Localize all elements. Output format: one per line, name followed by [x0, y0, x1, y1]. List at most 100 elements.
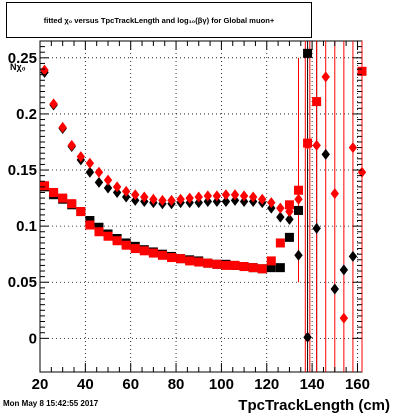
marker-diamond-red: [58, 121, 67, 133]
x-tick-label: 80: [168, 376, 185, 393]
error-bars: [298, 41, 363, 372]
marker-diamond-red: [357, 166, 367, 178]
x-axis-title: TpcTrackLength (cm): [238, 397, 390, 414]
y-axis-title: Nχ₀: [10, 62, 26, 72]
data-markers: [40, 48, 367, 343]
marker-square-red: [139, 246, 149, 256]
x-tick-label: 100: [209, 376, 234, 393]
marker-diamond-black: [348, 250, 358, 262]
marker-square-red: [221, 260, 231, 270]
marker-square-red: [248, 263, 258, 273]
chart-title: fitted χ₀ versus TpcTrackLength and log₁…: [43, 15, 275, 25]
marker-diamond-black: [203, 195, 213, 207]
marker-diamond-black: [131, 194, 140, 206]
x-tick-label: 60: [122, 376, 139, 393]
marker-diamond-black: [194, 197, 203, 209]
x-tick-label: 160: [345, 376, 370, 393]
marker-square-red: [194, 257, 204, 267]
marker-diamond-red: [321, 71, 330, 83]
marker-square-red: [294, 185, 304, 195]
marker-square-black: [275, 263, 285, 273]
marker-square-red: [257, 264, 267, 274]
marker-diamond-red: [94, 166, 104, 178]
marker-diamond-red: [185, 192, 194, 204]
marker-diamond-red: [194, 191, 203, 203]
marker-diamond-red: [140, 191, 149, 203]
grid-lines: [39, 41, 362, 372]
y-tick-label: 0.15: [8, 162, 37, 179]
marker-diamond-red: [121, 185, 131, 197]
marker-diamond-red: [330, 188, 339, 200]
marker-diamond-black: [294, 249, 303, 261]
marker-diamond-black: [339, 264, 349, 276]
marker-diamond-black: [321, 148, 330, 160]
marker-square-black: [294, 205, 304, 215]
title-box: fitted χ₀ versus TpcTrackLength and log₁…: [6, 2, 312, 38]
marker-square-red: [212, 259, 222, 269]
marker-diamond-red: [85, 157, 95, 169]
marker-square-black: [284, 232, 294, 242]
marker-square-red: [85, 220, 95, 230]
marker-diamond-red: [239, 190, 249, 202]
marker-diamond-black: [85, 166, 95, 178]
marker-diamond-red: [276, 202, 285, 214]
marker-diamond-red: [248, 191, 258, 203]
marker-square-black: [266, 263, 276, 273]
marker-diamond-black: [121, 191, 131, 203]
marker-diamond-red: [176, 193, 185, 205]
y-tick-label: 0.2: [16, 106, 37, 123]
marker-square-red: [94, 227, 104, 237]
marker-diamond-red: [49, 98, 58, 110]
marker-square-red: [103, 231, 113, 241]
marker-square-red: [176, 254, 186, 264]
marker-diamond-red: [76, 151, 86, 163]
marker-square-red: [312, 97, 322, 107]
marker-square-red: [148, 248, 158, 258]
marker-square-red: [203, 258, 213, 268]
marker-diamond-red: [312, 139, 321, 151]
marker-square-red: [284, 200, 294, 210]
axis-ticks: [39, 41, 362, 372]
plot-frame: [39, 40, 363, 373]
marker-diamond-black: [312, 222, 321, 234]
marker-square-red: [121, 240, 131, 250]
marker-square-red: [239, 262, 249, 272]
x-tick-label: 140: [300, 376, 325, 393]
x-tick-label: 20: [32, 376, 49, 393]
marker-diamond-red: [103, 174, 113, 186]
marker-diamond-black: [112, 186, 122, 198]
marker-square-red: [58, 193, 68, 203]
marker-square-red: [167, 253, 177, 263]
marker-diamond-black: [221, 195, 231, 207]
x-tick-label: 40: [77, 376, 94, 393]
marker-diamond-black: [103, 182, 113, 194]
marker-square-red: [40, 181, 50, 191]
marker-diamond-red: [285, 206, 294, 218]
marker-diamond-red: [158, 194, 167, 206]
marker-diamond-black: [303, 331, 312, 343]
marker-diamond-red: [112, 181, 122, 193]
marker-diamond-red: [212, 190, 222, 202]
marker-diamond-black: [230, 194, 240, 206]
marker-diamond-red: [294, 193, 303, 205]
y-tick-label: 0: [29, 330, 37, 347]
marker-diamond-red: [339, 312, 349, 324]
marker-diamond-red: [167, 194, 176, 206]
marker-diamond-red: [67, 139, 76, 151]
marker-diamond-red: [258, 193, 267, 205]
marker-square-red: [185, 256, 195, 266]
y-tick-label: 0.05: [8, 274, 37, 291]
marker-square-red: [76, 207, 86, 217]
x-tick-label: 120: [254, 376, 279, 393]
marker-diamond-red: [221, 189, 231, 201]
marker-square-red: [67, 199, 77, 209]
marker-square-red: [130, 244, 140, 254]
marker-diamond-black: [285, 213, 294, 225]
marker-diamond-red: [131, 189, 140, 201]
marker-diamond-black: [276, 211, 285, 223]
marker-square-red: [157, 250, 167, 260]
marker-diamond-black: [330, 283, 339, 295]
marker-square-red: [357, 66, 367, 76]
